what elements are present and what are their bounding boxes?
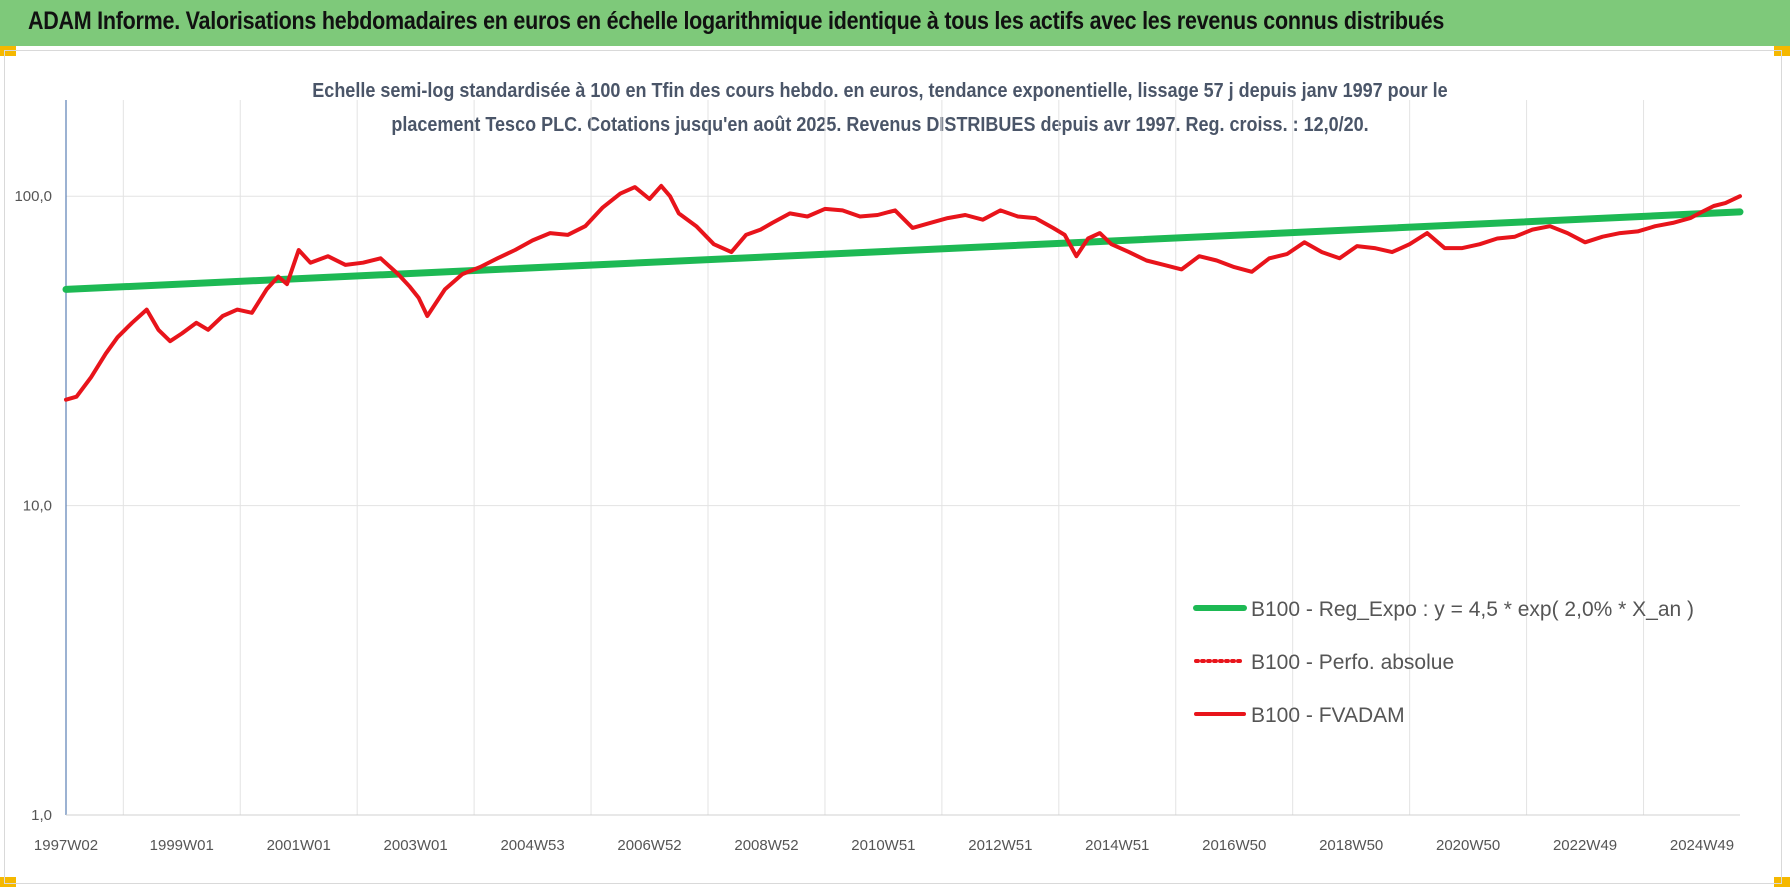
series-line-0 — [62, 208, 1744, 293]
x-tick-label: 2016W50 — [1202, 837, 1266, 854]
x-tick-label: 2010W51 — [851, 837, 915, 854]
corner-marker-top-left — [0, 46, 16, 56]
x-tick-label: 2012W51 — [968, 837, 1032, 854]
x-tick-label: 1999W01 — [150, 837, 214, 854]
legend-label-1: B100 - Perfo. absolue — [1251, 651, 1454, 674]
x-tick-label: 2001W01 — [267, 837, 331, 854]
x-tick-label: 2014W51 — [1085, 837, 1149, 854]
y-tick-label: 10,0 — [23, 498, 52, 515]
legend-label-2: B100 - FVADAM — [1251, 704, 1405, 727]
header-title: ADAM Informe. Valorisations hebdomadaire… — [28, 7, 1445, 35]
corner-marker-bottom-right — [1774, 877, 1790, 887]
x-tick-label: 2022W49 — [1553, 837, 1617, 854]
x-tick-label: 2008W52 — [734, 837, 798, 854]
header-bar: ADAM Informe. Valorisations hebdomadaire… — [0, 0, 1790, 46]
chart-frame — [4, 50, 1782, 884]
x-tick-label: 2024W49 — [1670, 837, 1734, 854]
legend-label-0: B100 - Reg_Expo : y = 4,5 * exp( 2,0% * … — [1251, 598, 1694, 621]
y-tick-label: 100,0 — [14, 188, 52, 205]
x-tick-label: 2020W50 — [1436, 837, 1500, 854]
series-line-2 — [64, 183, 1742, 402]
y-tick-label: 1,0 — [31, 807, 52, 824]
chart-subtitle-line-1: Echelle semi-log standardisée à 100 en T… — [312, 80, 1448, 102]
chart-subtitle-line-2: placement Tesco PLC. Cotations jusqu'en … — [391, 114, 1369, 136]
x-tick-label: 2006W52 — [617, 837, 681, 854]
x-tick-label: 2004W53 — [500, 837, 564, 854]
x-tick-label: 2018W50 — [1319, 837, 1383, 854]
corner-marker-top-right — [1774, 46, 1790, 56]
x-tick-label: 2003W01 — [384, 837, 448, 854]
x-tick-label: 1997W02 — [34, 837, 98, 854]
corner-marker-bottom-left — [0, 877, 16, 887]
